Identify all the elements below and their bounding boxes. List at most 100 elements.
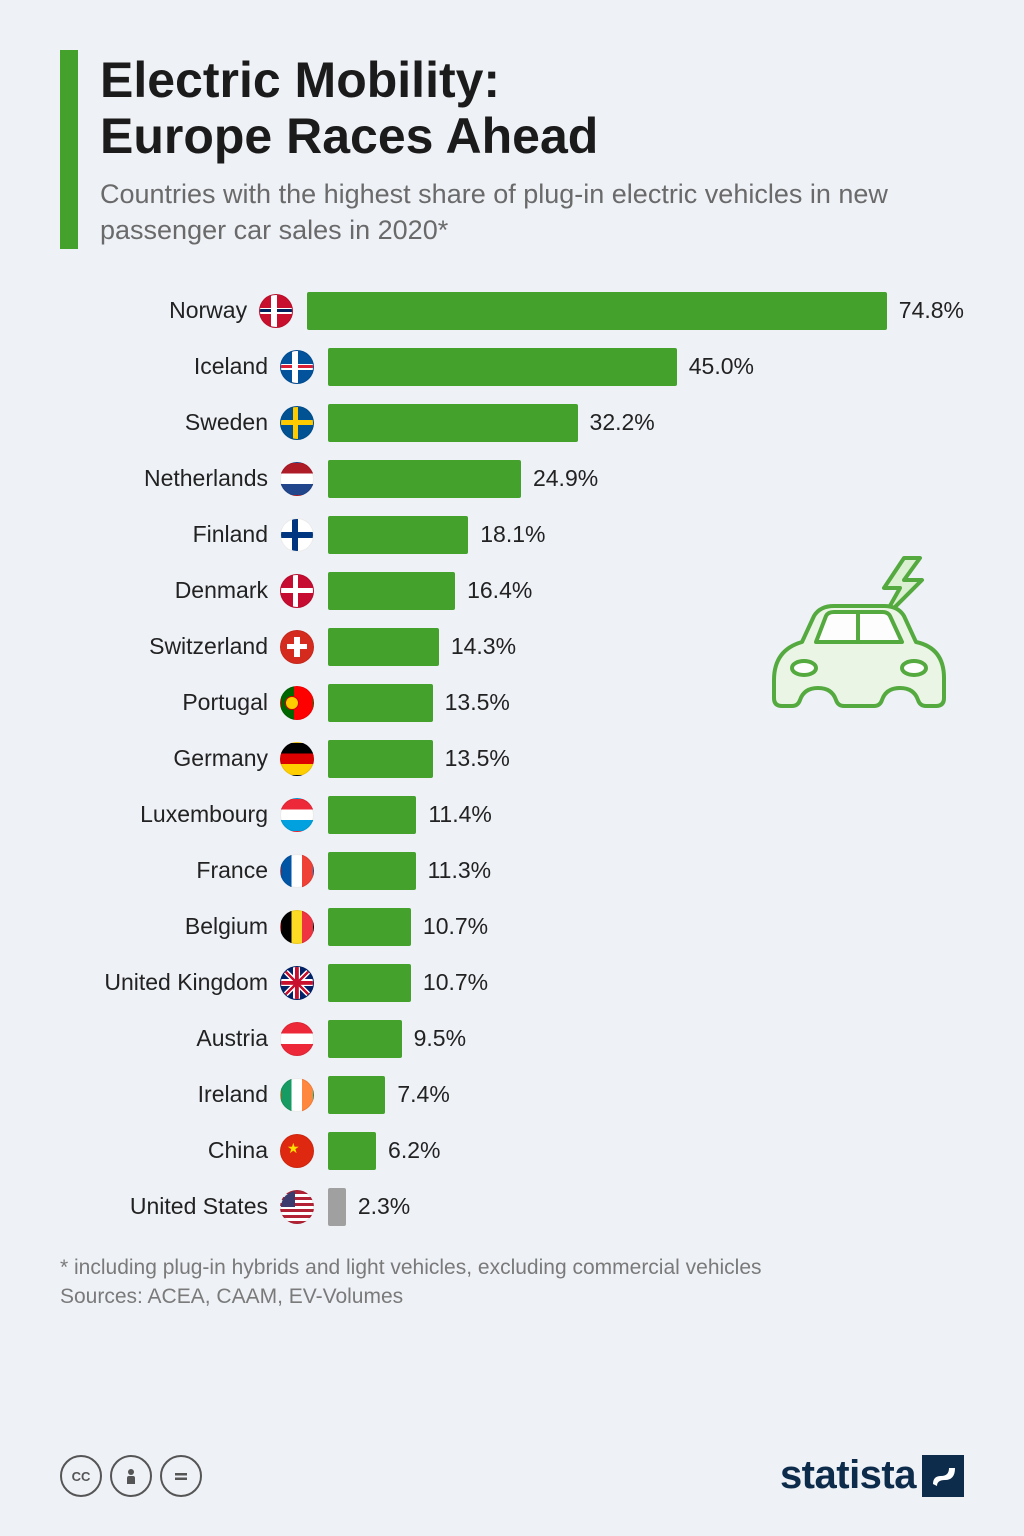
value-label: 9.5%: [414, 1025, 466, 1052]
flag-icon: [280, 742, 314, 776]
page-title: Electric Mobility: Europe Races Ahead: [100, 52, 964, 164]
chart-row: Norway74.8%: [60, 283, 964, 339]
value-label: 45.0%: [689, 353, 754, 380]
chart-row: China6.2%: [60, 1123, 964, 1179]
license-icons: CC: [60, 1455, 202, 1497]
value-label: 16.4%: [467, 577, 532, 604]
country-label: Denmark: [60, 577, 280, 604]
bar: [328, 908, 411, 946]
flag-icon: [280, 966, 314, 1000]
country-label: Switzerland: [60, 633, 280, 660]
brand-logo: statista: [780, 1453, 964, 1498]
flag-icon: [280, 462, 314, 496]
country-label: United Kingdom: [60, 969, 280, 996]
flag-icon: [280, 350, 314, 384]
value-label: 32.2%: [590, 409, 655, 436]
bar-track: 11.3%: [328, 852, 964, 890]
bar-track: 6.2%: [328, 1132, 964, 1170]
by-icon: [110, 1455, 152, 1497]
bar-track: 10.7%: [328, 908, 964, 946]
brand-mark-icon: [922, 1455, 964, 1497]
flag-icon: [280, 518, 314, 552]
value-label: 24.9%: [533, 465, 598, 492]
country-label: Austria: [60, 1025, 280, 1052]
bar: [328, 740, 433, 778]
flag-icon: [280, 1078, 314, 1112]
value-label: 11.4%: [428, 801, 492, 828]
country-label: Finland: [60, 521, 280, 548]
bar: [328, 1020, 402, 1058]
bar: [328, 404, 578, 442]
bar-track: 11.4%: [328, 796, 964, 834]
bar-track: 32.2%: [328, 404, 964, 442]
bar-track: 18.1%: [328, 516, 964, 554]
flag-icon: [280, 1022, 314, 1056]
nd-icon: [160, 1455, 202, 1497]
bar: [328, 1076, 385, 1114]
flag-icon: [280, 406, 314, 440]
chart-row: Germany 13.5%: [60, 731, 964, 787]
brand-text: statista: [780, 1453, 916, 1498]
chart-row: Sweden 32.2%: [60, 395, 964, 451]
value-label: 6.2%: [388, 1137, 440, 1164]
bar: [328, 964, 411, 1002]
country-label: Belgium: [60, 913, 280, 940]
bar-track: 10.7%: [328, 964, 964, 1002]
chart-row: France 11.3%: [60, 843, 964, 899]
value-label: 14.3%: [451, 633, 516, 660]
value-label: 74.8%: [899, 297, 964, 324]
flag-icon: [280, 686, 314, 720]
bar-chart: Norway74.8% Iceland 45.0% Sweden 32.2% Nether…: [60, 283, 964, 1235]
country-label: France: [60, 857, 280, 884]
bar: [328, 684, 433, 722]
bar: [328, 348, 677, 386]
footnote-line-1: * including plug-in hybrids and light ve…: [60, 1253, 964, 1282]
flag-icon: [280, 1190, 314, 1224]
chart-row: Luxembourg 11.4%: [60, 787, 964, 843]
bar-track: 45.0%: [328, 348, 964, 386]
page-subtitle: Countries with the highest share of plug…: [100, 176, 964, 249]
bar: [328, 628, 439, 666]
chart-row: United States 2.3%: [60, 1179, 964, 1235]
chart-row: Austria 9.5%: [60, 1011, 964, 1067]
value-label: 18.1%: [480, 521, 545, 548]
bar: [307, 292, 887, 330]
value-label: 10.7%: [423, 969, 488, 996]
bar: [328, 572, 455, 610]
country-label: Germany: [60, 745, 280, 772]
flag-icon: [280, 1134, 314, 1168]
bar: [328, 1132, 376, 1170]
value-label: 11.3%: [428, 857, 492, 884]
footer: CC statista: [60, 1453, 964, 1498]
svg-text:CC: CC: [72, 1469, 91, 1484]
flag-icon: [280, 630, 314, 664]
country-label: Iceland: [60, 353, 280, 380]
value-label: 7.4%: [397, 1081, 449, 1108]
flag-icon: [259, 294, 293, 328]
chart-row: Ireland 7.4%: [60, 1067, 964, 1123]
chart-row: United Kingdom 10.7%: [60, 955, 964, 1011]
bar: [328, 516, 468, 554]
country-label: Ireland: [60, 1081, 280, 1108]
accent-bar: [60, 50, 78, 249]
chart-row: Belgium 10.7%: [60, 899, 964, 955]
value-label: 2.3%: [358, 1193, 410, 1220]
title-line-2: Europe Races Ahead: [100, 108, 598, 164]
country-label: Sweden: [60, 409, 280, 436]
header: Electric Mobility: Europe Races Ahead Co…: [60, 50, 964, 249]
bar: [328, 460, 521, 498]
bar: [328, 1188, 346, 1226]
country-label: United States: [60, 1193, 280, 1220]
ev-car-icon: [754, 550, 954, 730]
flag-icon: [280, 854, 314, 888]
chart-row: Netherlands24.9%: [60, 451, 964, 507]
cc-icon: CC: [60, 1455, 102, 1497]
country-label: Luxembourg: [60, 801, 280, 828]
bar-track: 7.4%: [328, 1076, 964, 1114]
value-label: 13.5%: [445, 745, 510, 772]
value-label: 10.7%: [423, 913, 488, 940]
country-label: Portugal: [60, 689, 280, 716]
flag-icon: [280, 798, 314, 832]
title-line-1: Electric Mobility:: [100, 52, 500, 108]
bar-track: 74.8%: [307, 292, 964, 330]
